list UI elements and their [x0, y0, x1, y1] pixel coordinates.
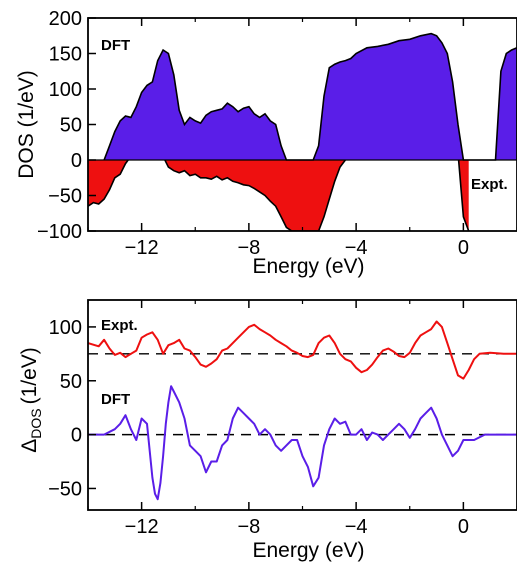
dft-label: DFT [101, 391, 130, 408]
x-tick-label: 0 [458, 237, 469, 259]
y-tick-label: −50 [48, 478, 82, 500]
x-tick-label: −4 [345, 237, 368, 259]
x-tick-label: −8 [237, 516, 260, 538]
y-tick-label: 200 [49, 8, 82, 30]
x-tick-label: 0 [458, 516, 469, 538]
y-tick-label: 50 [60, 371, 82, 393]
expt-delta-line [88, 320, 517, 380]
y-axis-label: DOS (1/eV) [15, 70, 38, 179]
dft-delta-line [88, 385, 517, 501]
y-axis-label-symbol: Δ [18, 439, 41, 453]
y-tick-label: −100 [37, 221, 82, 243]
y-tick-label: −50 [48, 186, 82, 208]
x-tick-label: −4 [345, 516, 368, 538]
y-tick-label: 100 [49, 317, 82, 339]
dos-panel: −12 −8 −4 0 200 150 100 50 0 −50 −100 DFT Expt. En… [15, 8, 517, 278]
x-axis-label: Energy (eV) [252, 539, 364, 562]
y-tick-label: 100 [49, 79, 82, 101]
expt-label: Expt. [101, 317, 138, 334]
y-tick-label: 150 [49, 44, 82, 66]
y-tick-label: 50 [60, 115, 82, 137]
y-tick-label: 0 [71, 425, 82, 447]
expt-label: Expt. [471, 176, 508, 193]
x-tick-label: −12 [125, 516, 159, 538]
dft-dos-area [104, 33, 517, 160]
y-tick-label: 0 [71, 150, 82, 172]
y-axis-label-subscript: DOS [28, 408, 44, 438]
x-tick-label: −12 [125, 237, 159, 259]
dft-label: DFT [101, 37, 130, 54]
y-axis-label-unit: (1/eV) [18, 347, 41, 404]
x-axis-label: Energy (eV) [252, 255, 364, 278]
x-tick-label: −8 [237, 237, 260, 259]
y-axis-label: ΔDOS (1/eV) [18, 347, 44, 453]
